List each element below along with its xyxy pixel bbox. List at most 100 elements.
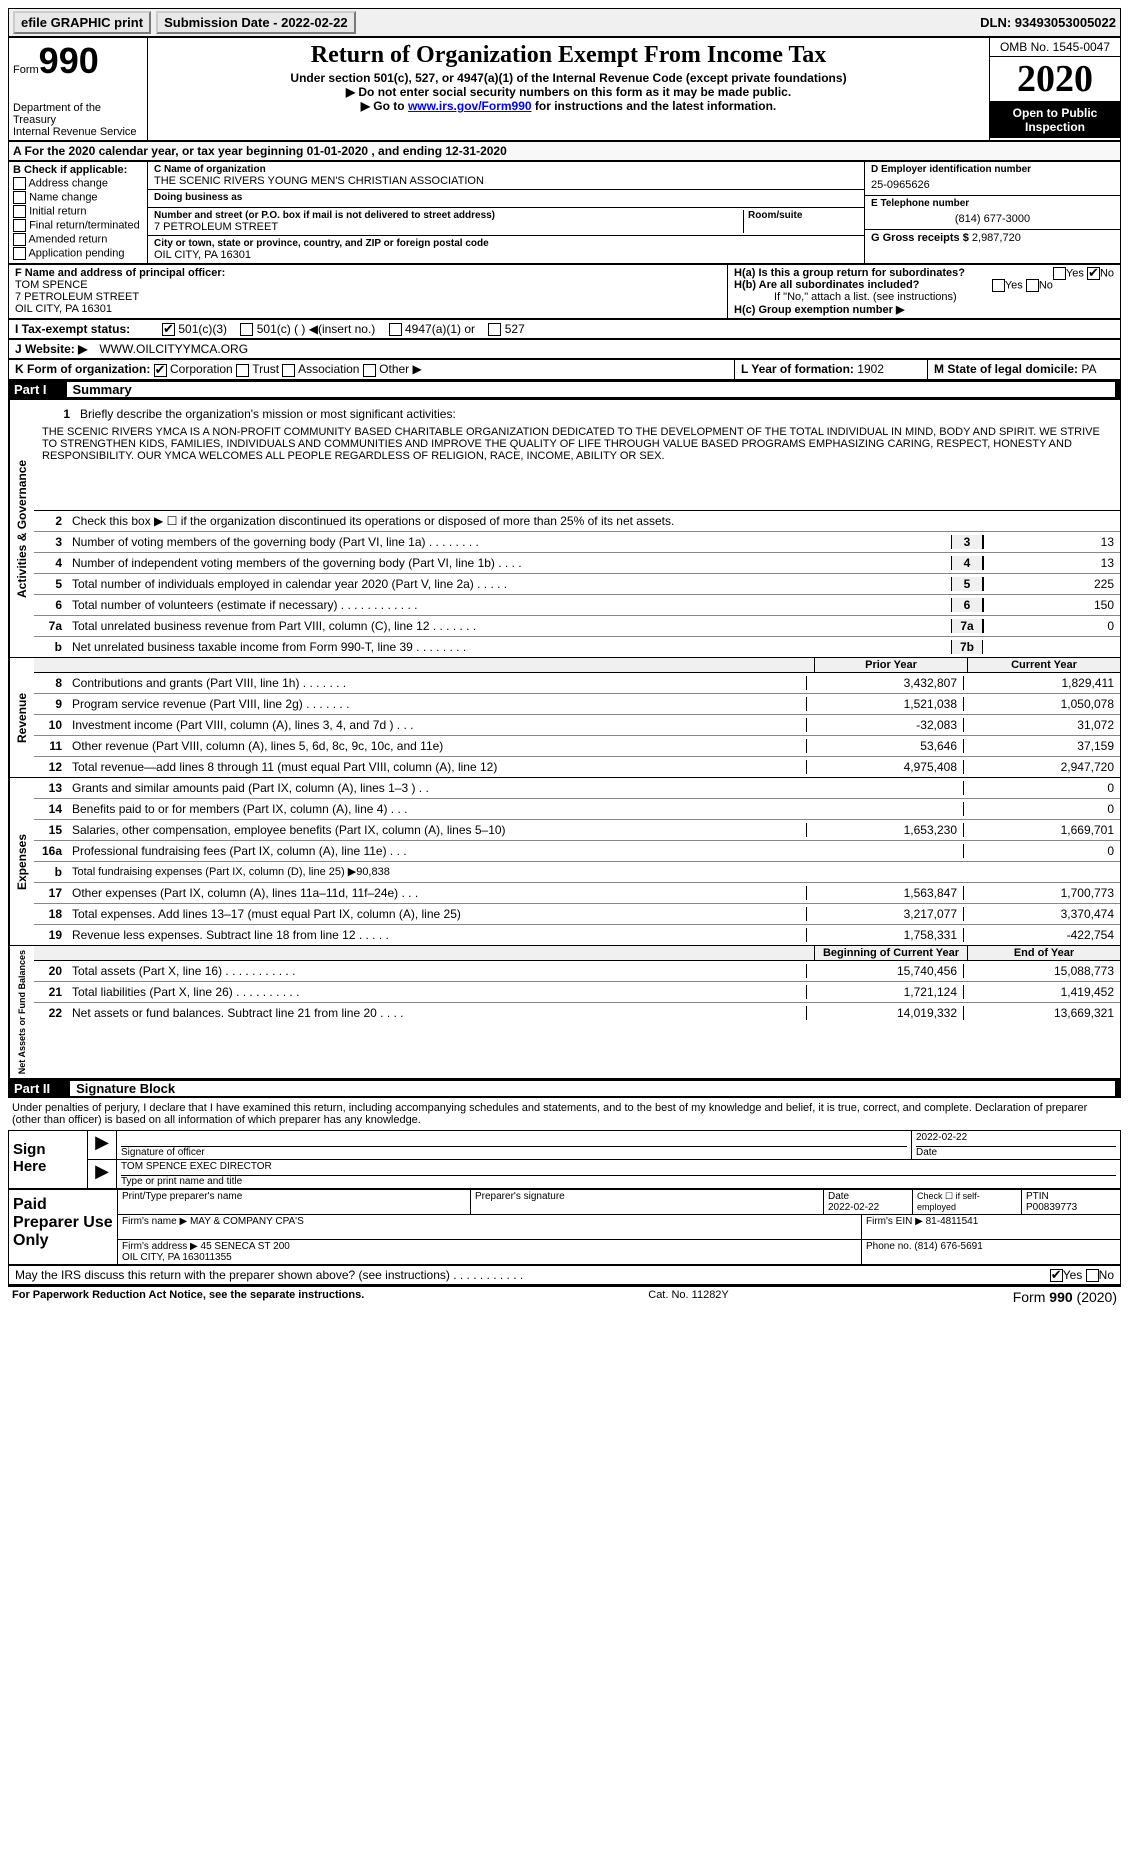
prep-phone-label: Phone no. [866,1241,912,1252]
j-label: J Website: ▶ [9,340,93,358]
part1-title: Summary [67,382,1115,397]
chk-assoc[interactable] [282,364,295,377]
prior-year-header: Prior Year [814,658,967,672]
ptin-value: P00839773 [1026,1202,1077,1213]
chk-application[interactable]: Application pending [13,247,143,260]
gov-line-6: 6Total number of volunteers (estimate if… [34,595,1120,616]
line-21: 21Total liabilities (Part X, line 26) . … [34,982,1120,1003]
room-label: Room/suite [748,210,858,221]
line-15: 15Salaries, other compensation, employee… [34,820,1120,841]
discuss-no[interactable] [1086,1269,1099,1282]
part2-title: Signature Block [70,1081,1115,1096]
preparer-label: Paid Preparer Use Only [9,1190,117,1264]
gov-line-5: 5Total number of individuals employed in… [34,574,1120,595]
line-13: 13Grants and similar amounts paid (Part … [34,778,1120,799]
discuss-text: May the IRS discuss this return with the… [15,1268,523,1282]
chk-final-return[interactable]: Final return/terminated [13,219,143,232]
prep-date-label: Date [828,1191,849,1202]
ha-yes[interactable] [1053,267,1066,280]
hb-yes[interactable] [992,279,1005,292]
firm-ein: 81-4811541 [926,1216,979,1227]
footer-center: Cat. No. 11282Y [648,1289,729,1305]
line-19: 19Revenue less expenses. Subtract line 1… [34,925,1120,945]
form-title: Return of Organization Exempt From Incom… [152,42,985,69]
chk-other[interactable] [363,364,376,377]
line-14: 14Benefits paid to or for members (Part … [34,799,1120,820]
form-word: Form [13,64,39,76]
prep-sig-label: Preparer's signature [475,1191,819,1202]
section-b-title: B Check if applicable: [13,164,143,176]
current-year-header: Current Year [967,658,1120,672]
l-value: 1902 [857,362,884,376]
city-label: City or town, state or province, country… [154,238,858,249]
ein-label: D Employer identification number [871,164,1114,175]
sig-officer-label: Signature of officer [121,1146,907,1158]
irs-link[interactable]: www.irs.gov/Form990 [408,99,532,113]
hb-label: H(b) Are all subordinates included? [734,279,919,291]
fgh-section: F Name and address of principal officer:… [8,264,1121,319]
ha-no[interactable] [1087,267,1100,280]
chk-name-change[interactable]: Name change [13,191,143,204]
i-label: I Tax-exempt status: [9,320,156,338]
street-value: 7 PETROLEUM STREET [154,221,739,233]
j-row: J Website: ▶ WWW.OILCITYYMCA.ORG [8,339,1121,359]
vert-expenses: Expenses [9,778,34,945]
chk-trust[interactable] [236,364,249,377]
gov-line-2: 2Check this box ▶ ☐ if the organization … [34,511,1120,532]
chk-corp[interactable] [154,364,167,377]
ha-label: H(a) Is this a group return for subordin… [734,267,965,279]
form-header: Form990 Department of the Treasury Inter… [8,37,1121,141]
website-value: WWW.OILCITYYMCA.ORG [93,340,254,358]
m-label: M State of legal domicile: [934,362,1078,376]
chk-initial-return[interactable]: Initial return [13,205,143,218]
mission-text: THE SCENIC RIVERS YMCA IS A NON-PROFIT C… [42,426,1112,506]
line-22: 22Net assets or fund balances. Subtract … [34,1003,1120,1023]
chk-501c3[interactable] [162,323,175,336]
dept-treasury: Department of the Treasury Internal Reve… [13,102,143,138]
mission-q: Briefly describe the organization's miss… [76,406,1112,422]
may-discuss-row: May the IRS discuss this return with the… [8,1265,1121,1285]
ptin-label: PTIN [1026,1191,1049,1202]
dln: DLN: 93493053005022 [980,15,1116,30]
hb-no[interactable] [1026,279,1039,292]
line-16a: 16aProfessional fundraising fees (Part I… [34,841,1120,862]
sig-name-label: Type or print name and title [121,1175,1116,1187]
line-9: 9Program service revenue (Part VIII, lin… [34,694,1120,715]
prep-check: Check ☐ if self-employed [913,1190,1022,1214]
info-section: B Check if applicable: Address change Na… [8,161,1121,264]
prep-date: 2022-02-22 [828,1202,879,1213]
line-10: 10Investment income (Part VIII, column (… [34,715,1120,736]
begin-year-header: Beginning of Current Year [814,946,967,960]
org-name: THE SCENIC RIVERS YOUNG MEN'S CHRISTIAN … [154,175,858,187]
officer-label: F Name and address of principal officer: [15,267,721,279]
part1-header: Part I Summary [8,380,1121,399]
tax-year: 2020 [990,57,1120,102]
prep-phone: (814) 676-5691 [914,1241,982,1252]
perjury-text: Under penalties of perjury, I declare th… [8,1098,1121,1130]
omb-number: OMB No. 1545-0047 [990,38,1120,57]
gov-line-7a: 7aTotal unrelated business revenue from … [34,616,1120,637]
chk-527[interactable] [488,323,501,336]
firm-ein-label: Firm's EIN ▶ [866,1216,923,1227]
tax-year-range: A For the 2020 calendar year, or tax yea… [8,141,1121,161]
chk-address-change[interactable]: Address change [13,177,143,190]
gov-line-3: 3Number of voting members of the governi… [34,532,1120,553]
officer-name: TOM SPENCE [15,279,721,291]
page-footer: For Paperwork Reduction Act Notice, see … [8,1285,1121,1307]
firm-addr-label: Firm's address ▶ [122,1241,198,1252]
line-11: 11Other revenue (Part VIII, column (A), … [34,736,1120,757]
line-8: 8Contributions and grants (Part VIII, li… [34,673,1120,694]
form-sub3: ▶ Go to www.irs.gov/Form990 for instruct… [152,99,985,113]
firm-name-label: Firm's name ▶ [122,1216,187,1227]
chk-501c[interactable] [240,323,253,336]
m-value: PA [1081,362,1096,376]
chk-4947[interactable] [389,323,402,336]
l-label: L Year of formation: [741,362,854,376]
discuss-yes[interactable] [1050,1269,1063,1282]
summary-table: Activities & Governance 1Briefly describ… [8,399,1121,1079]
i-row: I Tax-exempt status: 501(c)(3) 501(c) ( … [8,319,1121,339]
hc-label: H(c) Group exemption number ▶ [734,303,1114,316]
chk-amended[interactable]: Amended return [13,233,143,246]
form-number: 990 [39,40,99,81]
klm-row: K Form of organization: Corporation Trus… [8,359,1121,379]
